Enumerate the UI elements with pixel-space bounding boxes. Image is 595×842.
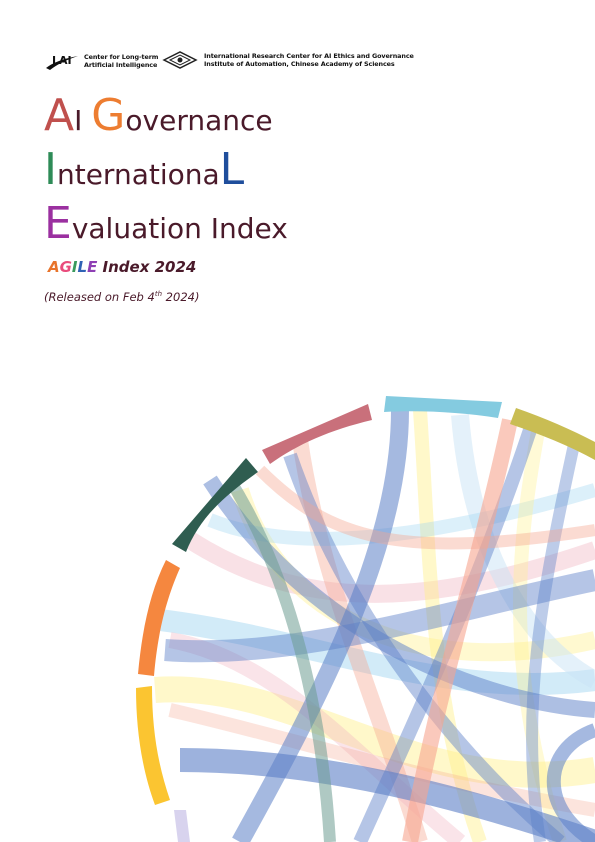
title-initial-i2: I bbox=[44, 144, 57, 195]
ircaieg-logo-line1: International Research Center for AI Eth… bbox=[204, 52, 414, 60]
title-final-l: L bbox=[219, 144, 245, 195]
release-sup: th bbox=[154, 290, 163, 299]
chord-ribbons bbox=[154, 409, 595, 842]
title-evaluation-rest: valuation Index bbox=[71, 212, 288, 245]
subtitle-letter-e: E bbox=[87, 258, 98, 276]
arc-cyan bbox=[384, 396, 502, 418]
header-logos: LAI Center for Long-term Artificial Inte… bbox=[44, 50, 544, 78]
clai-logo: LAI Center for Long-term Artificial Inte… bbox=[44, 50, 158, 72]
subtitle-letter-i: I bbox=[71, 258, 78, 276]
subtitle-letter-a: A bbox=[48, 258, 60, 276]
title-initial-e: E bbox=[44, 198, 72, 249]
clai-logo-mark: LAI bbox=[52, 54, 72, 67]
release-prefix: (Released on Feb 4 bbox=[44, 290, 155, 304]
title-initial-g: G bbox=[91, 90, 126, 141]
arc-yellow bbox=[136, 686, 170, 805]
chord-diagram-illustration bbox=[136, 396, 595, 842]
title-line-3: Evaluation Index bbox=[44, 200, 288, 254]
release-date: (Released on Feb 4th 2024) bbox=[44, 290, 199, 304]
arc-rose bbox=[262, 404, 372, 464]
title-initial-a: A bbox=[44, 90, 75, 141]
title-line-2: InternationaL bbox=[44, 146, 288, 200]
arc-lavender bbox=[174, 810, 190, 842]
page-title: AI Governance InternationaL Evaluation I… bbox=[44, 92, 288, 254]
title-space bbox=[82, 104, 91, 137]
subtitle-rest: Index 2024 bbox=[97, 258, 197, 276]
chord-arcs bbox=[136, 396, 595, 842]
arc-orange bbox=[138, 560, 180, 676]
ircaieg-logo: International Research Center for AI Eth… bbox=[162, 50, 414, 70]
clai-logo-line2: Artificial Intelligence bbox=[84, 61, 158, 69]
ircaieg-logo-icon bbox=[162, 51, 198, 69]
ircaieg-logo-line2: Institute of Automation, Chinese Academy… bbox=[204, 60, 395, 68]
arc-darkgreen bbox=[172, 458, 258, 552]
title-international-middle: nternationa bbox=[56, 158, 220, 191]
clai-logo-line1: Center for Long-term bbox=[84, 53, 159, 61]
release-suffix: 2024) bbox=[162, 290, 200, 304]
subtitle-letter-l: L bbox=[77, 258, 88, 276]
title-initial-i: I bbox=[74, 104, 83, 137]
title-governance-rest: overnance bbox=[125, 104, 273, 137]
arc-olive bbox=[510, 408, 595, 460]
clai-logo-icon: LAI bbox=[46, 54, 78, 70]
title-line-1: AI Governance bbox=[44, 92, 288, 146]
subtitle-letter-g: G bbox=[59, 258, 72, 276]
subtitle: AGILE Index 2024 bbox=[48, 258, 196, 276]
